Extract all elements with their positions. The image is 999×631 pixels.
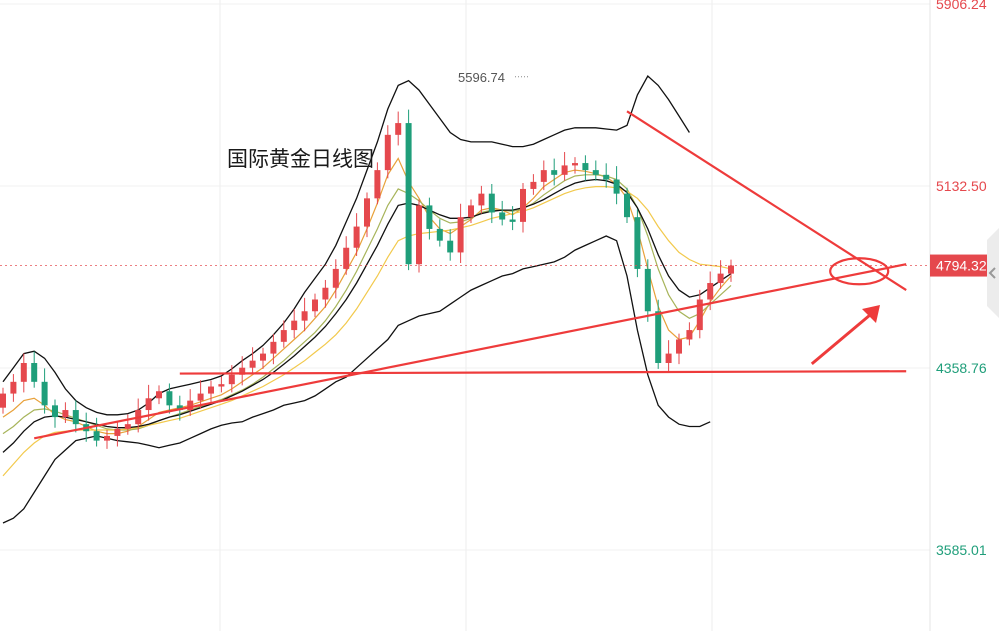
candle-down [93,431,100,441]
trendline [179,370,907,375]
candle-up [457,217,464,253]
high-price-label: 5596.74 [458,70,505,85]
candle-up [332,268,339,288]
candle-up [686,330,693,340]
y-tick-label: 3585.01 [936,542,987,558]
candle-up [717,273,724,284]
candle-up [728,265,734,274]
candle-up [374,170,381,199]
candle-up [114,428,121,436]
candle-up [0,393,6,408]
candle-up [676,339,682,354]
candle-up [478,193,485,206]
chevron-left-icon [988,267,996,279]
price-axis: 5906.24 5132.50 4358.76 3585.01 4794.32 [930,0,999,558]
candle-up [353,226,360,248]
indicator-series-5 [2,235,711,524]
candle-up [291,320,298,331]
candle-down [447,240,454,253]
candle-up [208,386,214,394]
candle-down [624,193,630,218]
candle-up [384,134,391,171]
candle-up [10,381,17,394]
candle-up [665,353,672,364]
candle-up [395,123,402,135]
candle-down [603,174,610,180]
indicator-series-4 [2,74,690,416]
current-price-badge [930,254,999,277]
current-price-label: 4794.32 [936,258,987,274]
candle-up [572,163,578,166]
candle-down [582,163,589,171]
candle-down [72,410,79,425]
trend-arrow-head [862,305,880,324]
candle-up [260,353,266,361]
candle-down [551,170,558,175]
candle-down [655,311,662,364]
candle-down [405,123,412,265]
candle-up [197,393,204,401]
candle-up [156,391,162,399]
y-tick-label: 5132.50 [936,178,987,194]
candle-up [343,247,350,269]
candle-down [52,405,58,418]
candle-up [707,283,714,300]
candle-up [124,424,131,429]
candle-down [644,268,651,312]
candle-up [270,341,277,354]
candle-up [104,435,110,441]
candle-up [561,165,568,175]
indicator-series-2 [2,186,732,477]
candle-down [488,193,495,213]
candle-up [364,198,370,227]
candle-up [280,330,287,342]
y-tick-label: 5906.24 [936,0,987,12]
candle-down [426,205,433,229]
trendline [626,110,907,292]
candle-down [634,217,641,269]
candle-up [312,299,318,312]
highlight-ellipse [829,257,890,286]
candle-down [166,391,173,406]
candle-down [499,212,506,220]
candle-up [239,367,246,375]
candle-up [249,360,256,368]
candlesticks [0,76,930,449]
candle-up [218,384,225,387]
chart-title: 国际黄金日线图 [227,148,374,171]
candle-down [41,381,48,406]
candle-up [520,188,526,222]
candle-down [176,405,183,411]
candle-up [228,374,235,385]
annotation-drawings [33,110,907,440]
candle-up [145,398,152,411]
candle-up [530,181,537,189]
candle-down [592,170,599,175]
chart-grid [0,0,931,631]
candle-down [613,179,620,194]
candle-up [301,311,308,321]
scroll-handle[interactable] [979,228,999,318]
candle-up [62,410,69,418]
candle-up [416,205,422,265]
candle-up [20,363,27,382]
candle-down [31,363,38,382]
trend-arrow-shaft [810,313,871,366]
candle-up [187,400,194,411]
candle-up [322,287,329,300]
indicator-series-3 [2,178,732,453]
candle-down [436,228,443,241]
candle-up [696,299,703,331]
y-tick-label: 4358.76 [936,360,987,376]
candle-up [540,170,547,182]
trendline [33,263,907,440]
indicator-lines [2,74,732,524]
candle-up [468,205,474,218]
indicator-series-1 [2,174,732,435]
candle-down [509,219,516,222]
